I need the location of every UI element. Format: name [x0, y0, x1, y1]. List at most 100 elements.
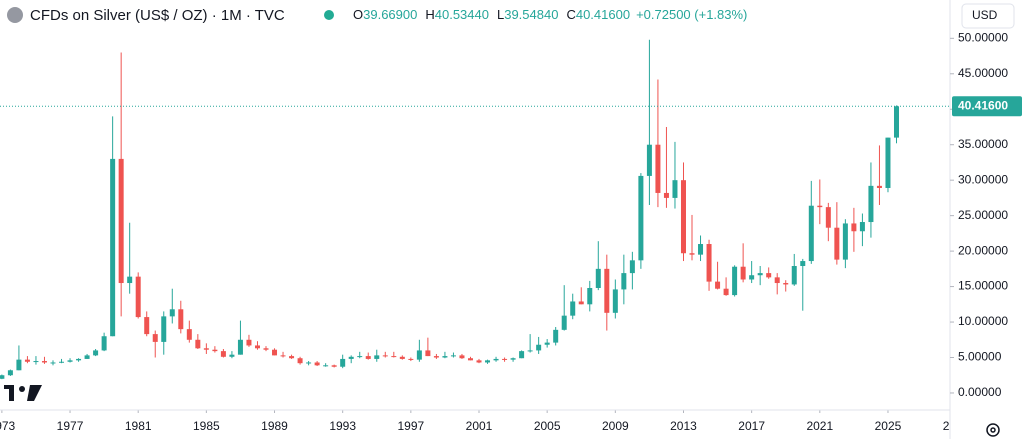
last-price-label: 40.41600	[958, 98, 1008, 112]
x-tick-label: 2001	[466, 419, 493, 433]
candle-body	[774, 277, 780, 284]
candle-body	[663, 192, 669, 198]
candle-body	[186, 329, 192, 340]
candle-body	[101, 336, 107, 351]
candle-body	[595, 268, 601, 288]
x-tick-label: 1989	[261, 419, 288, 433]
candle-body	[203, 348, 209, 350]
candle-body	[152, 334, 158, 342]
candle-body	[450, 355, 456, 357]
x-tick-label: 1977	[57, 419, 84, 433]
settings-icon[interactable]	[986, 423, 1000, 437]
candle-body	[314, 362, 320, 366]
y-tick-label: 10.00000	[958, 314, 1008, 328]
plot-area	[0, 39, 950, 380]
candle-body	[621, 273, 627, 290]
candle-body	[536, 344, 542, 351]
candle-body	[408, 358, 414, 360]
candle-body	[825, 207, 831, 228]
candle-body	[629, 260, 635, 274]
x-tick-label: 1985	[193, 419, 220, 433]
candle-body	[698, 244, 704, 255]
candle-body	[365, 356, 371, 359]
status-dot	[324, 10, 334, 20]
candle-body	[297, 358, 303, 364]
candle-body	[723, 288, 729, 296]
candle-body	[851, 223, 857, 232]
candle-body	[272, 349, 278, 356]
candle-body	[800, 261, 806, 267]
candle-body	[502, 358, 508, 360]
x-tick-label: 2025	[875, 419, 902, 433]
legend-key: O	[353, 7, 363, 22]
candle-body	[527, 350, 533, 352]
legend-value: 39.54840	[504, 7, 558, 22]
candle-body	[41, 361, 47, 363]
legend-value: 40.41600	[576, 7, 630, 22]
candle-body	[834, 227, 840, 260]
symbol-icon	[7, 7, 23, 23]
x-tick-label: 2029	[943, 419, 970, 433]
candle-body	[50, 362, 56, 364]
candle-body	[715, 281, 721, 289]
candle-body	[59, 361, 65, 363]
candle-body	[306, 362, 312, 364]
x-tick-label: 2009	[602, 419, 629, 433]
x-tick-label: 1973	[0, 419, 16, 433]
x-tick-label: 2013	[670, 419, 697, 433]
candle-body	[0, 375, 5, 379]
candle-body	[169, 309, 175, 317]
candle-body	[766, 273, 772, 278]
y-tick-label: 35.00000	[958, 137, 1008, 151]
candle-body	[757, 273, 763, 276]
y-tick-label: 50.00000	[958, 30, 1008, 44]
candle-body	[220, 351, 226, 357]
candle-body	[689, 253, 695, 255]
candle-body	[399, 356, 405, 359]
candle-body	[885, 137, 891, 188]
candle-body	[519, 351, 525, 359]
chart-title: CFDs on Silver (US$ / OZ) · 1M · TVC	[30, 7, 285, 24]
candle-body	[331, 365, 337, 367]
y-tick-label: 15.00000	[958, 279, 1008, 293]
candle-body	[391, 356, 397, 358]
candle-body	[476, 360, 482, 363]
candle-body	[144, 317, 150, 335]
candle-body	[84, 355, 90, 359]
candle-body	[544, 342, 550, 345]
candle-body	[110, 158, 116, 337]
candle-body	[587, 287, 593, 305]
y-tick-label: 5.00000	[958, 350, 1002, 364]
candle-body	[510, 358, 516, 360]
candle-body	[348, 356, 354, 359]
candle-body	[749, 275, 755, 280]
candle-body	[493, 358, 499, 361]
candle-body	[859, 222, 865, 232]
candle-body	[195, 339, 201, 349]
ohlc-legend: O39.66900 H40.53440 L39.54840 C40.41600 +0.7…	[353, 7, 747, 22]
candle-body	[93, 350, 99, 356]
candle-body	[425, 350, 431, 357]
candle-body	[67, 360, 73, 362]
x-axis: 1973 1977 1981 1985 1989 1993 1997 2001 2005 2009…	[0, 410, 970, 433]
legend-value: 39.66900	[363, 7, 417, 22]
candle-body	[570, 301, 576, 316]
candle-body	[161, 316, 167, 342]
legend-key: C	[566, 7, 575, 22]
candle-body	[876, 185, 882, 188]
legend-key: L	[497, 7, 504, 22]
candle-body	[553, 329, 559, 343]
currency-button[interactable]	[961, 3, 1015, 29]
candle-body	[76, 358, 82, 361]
y-tick-label: 30.00000	[958, 172, 1008, 186]
candle-body	[578, 301, 584, 305]
candle-body	[263, 348, 269, 350]
legend-change: +0.72500 (+1.83%)	[636, 7, 747, 22]
currency-label[interactable]: USD	[972, 8, 998, 22]
y-tick-label: 25.00000	[958, 208, 1008, 222]
candle-body	[246, 339, 252, 346]
candle-body	[212, 349, 218, 352]
candle-body	[323, 365, 329, 367]
